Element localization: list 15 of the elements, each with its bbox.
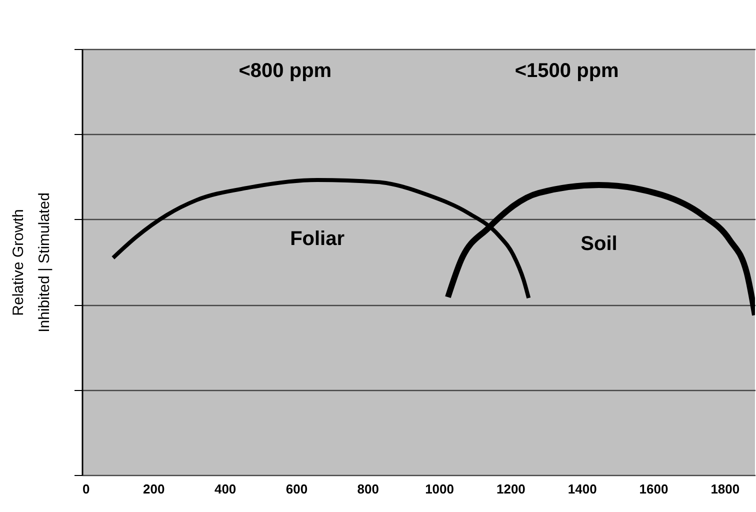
text: Foliar	[290, 228, 345, 250]
x-tick-label: 1000	[425, 482, 454, 496]
text: Soil	[580, 233, 618, 256]
text: <800 ppm	[238, 60, 332, 82]
y-axis-title: Relative Growth Inhibited | Stimulated	[10, 192, 53, 332]
text: <1500 ppm	[514, 60, 619, 82]
x-tick-label: 1400	[568, 482, 597, 496]
x-tick-label: 800	[357, 482, 379, 496]
x-tick-label: 1800	[710, 482, 740, 496]
x-tick-label: 200	[143, 482, 165, 496]
x-tick-label: 400	[214, 482, 236, 496]
x-tick-label: 1200	[496, 482, 526, 496]
x-tick-label: 1600	[639, 482, 668, 496]
x-tick-label: 600	[286, 482, 308, 496]
x-tick-label: 0	[82, 482, 90, 496]
